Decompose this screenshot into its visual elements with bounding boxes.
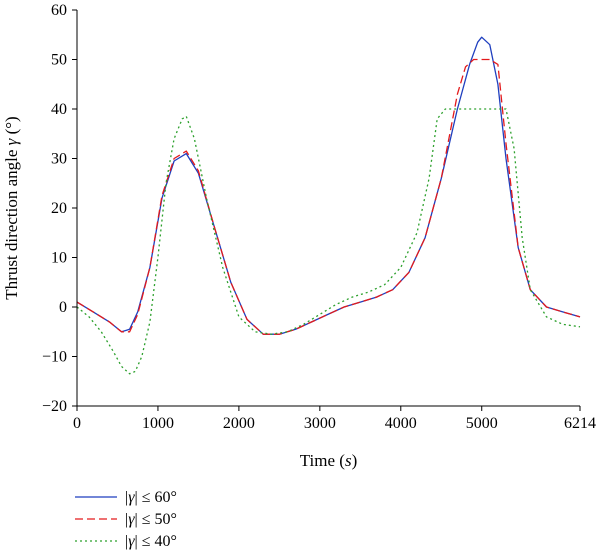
axes xyxy=(76,10,580,407)
x-tick-label: 6214 xyxy=(564,415,596,432)
x-tick-label: 5000 xyxy=(466,415,498,432)
plot-lines xyxy=(76,36,581,375)
legend: |γ| ≤ 60° |γ| ≤ 50° |γ| ≤ 40° xyxy=(75,489,177,550)
x-axis-label: Time (s) xyxy=(300,451,358,470)
y-tick-label: −20 xyxy=(42,398,67,415)
x-tick-label: 2000 xyxy=(223,415,255,432)
y-tick-label: 50 xyxy=(51,52,67,69)
legend-label-1: |γ| ≤ 60° xyxy=(125,489,177,506)
series-line-2 xyxy=(76,58,581,335)
y-tick-label: 20 xyxy=(51,200,67,217)
y-tick-label: −10 xyxy=(42,349,67,366)
x-ticks: 0 1000 2000 3000 4000 5000 6214 xyxy=(73,406,596,432)
y-tick-label: 30 xyxy=(51,151,67,168)
series-line-1 xyxy=(76,36,581,335)
x-tick-label: 1000 xyxy=(142,415,174,432)
y-ticks: −20 −10 0 10 20 30 40 50 60 xyxy=(42,2,77,415)
x-tick-label: 4000 xyxy=(385,415,417,432)
y-tick-label: 0 xyxy=(59,299,67,316)
y-axis-label: Thrust direction angle γ (°) xyxy=(2,116,21,299)
y-tick-label: 10 xyxy=(51,250,67,267)
legend-label-2: |γ| ≤ 50° xyxy=(125,511,177,528)
x-tick-label: 3000 xyxy=(304,415,336,432)
legend-label-3: |γ| ≤ 40° xyxy=(125,533,177,550)
y-tick-label: 60 xyxy=(51,2,67,19)
series-line-3 xyxy=(76,108,581,375)
x-tick-label: 0 xyxy=(73,415,81,432)
y-tick-label: 40 xyxy=(51,101,67,118)
